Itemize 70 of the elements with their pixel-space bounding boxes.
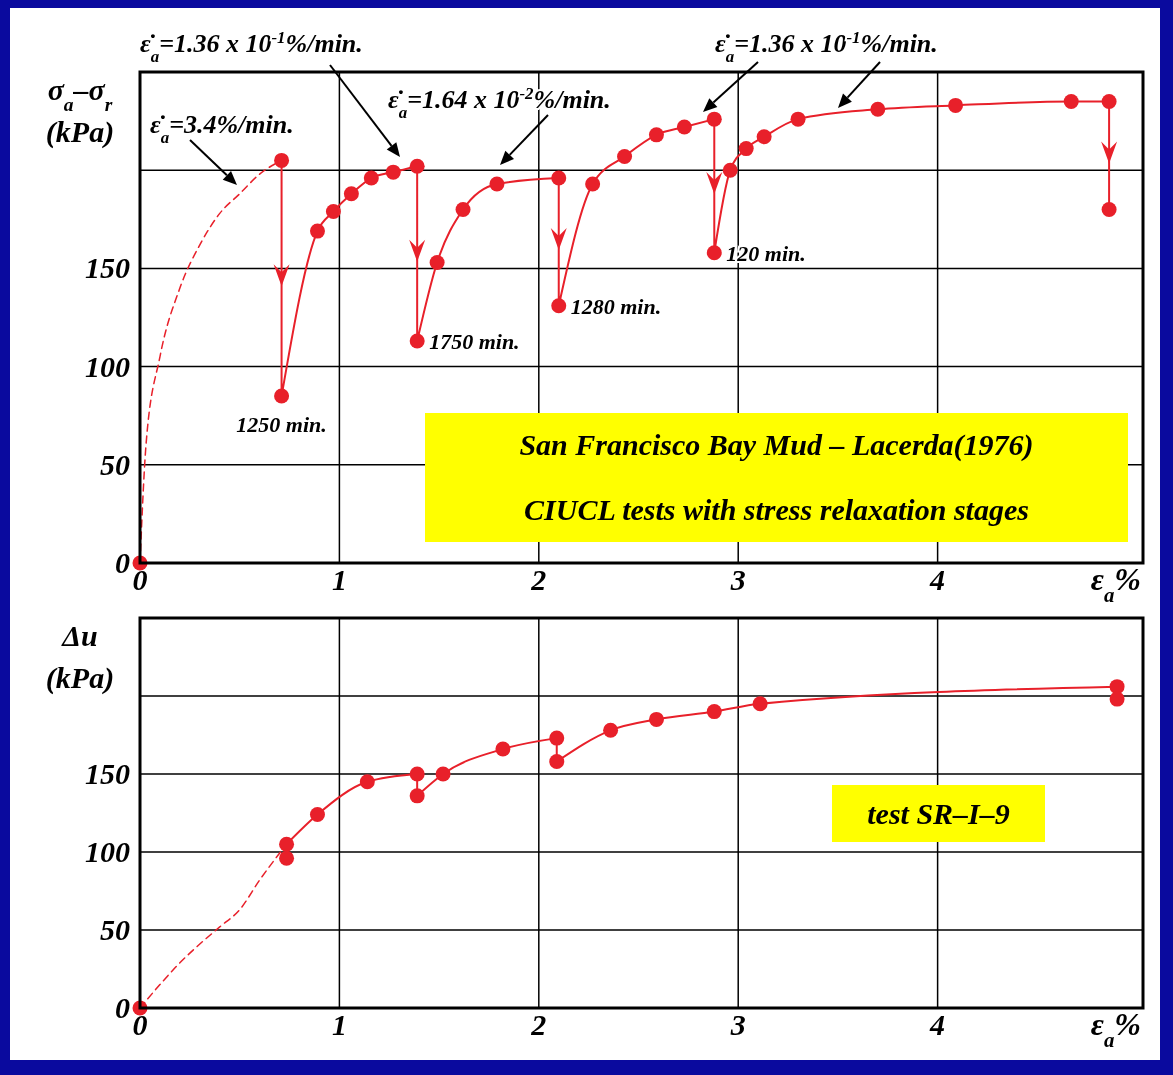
point [617,148,633,164]
x-tick-label: 3 [729,563,746,596]
point [585,176,601,192]
point [756,129,772,145]
point [549,754,565,770]
y-tick-label: 50 [100,447,130,481]
point [429,255,445,271]
annotation: CIUCL tests with stress relaxation stages [524,492,1029,526]
point [363,170,379,186]
point [309,223,325,239]
annotation: San Francisco Bay Mud – Lacerda(1976) [519,428,1034,463]
point [489,176,505,192]
x-tick-label: 1 [331,563,347,596]
annotation: ε̇$_{a}$=3.4%/min. [150,110,294,147]
point [1063,93,1079,109]
annotation: 1280 min. [570,293,662,319]
point [738,141,754,157]
point [1109,691,1125,707]
point [722,162,738,178]
point [279,836,295,852]
y-axis-title: Δu (kPa) [45,619,115,695]
point [551,298,567,314]
point [409,333,425,349]
x-tick-label: 3 [729,1008,746,1041]
point [325,203,341,219]
x-axis-title: ε$_{a}$% [1090,561,1141,606]
y-tick-label: 150 [85,251,130,285]
x-tick-label: 4 [929,563,946,596]
annotation: 1250 min. [236,412,327,438]
point [603,722,619,738]
y-tick-label: 150 [85,757,130,790]
y-tick-label: 100 [85,349,130,383]
point [706,245,722,261]
point [948,97,964,113]
point [409,158,425,174]
point [495,741,511,757]
point [343,186,359,202]
point [648,711,664,727]
point [1109,679,1125,695]
point [648,127,664,143]
point [1101,93,1117,109]
point [706,111,722,127]
point [706,704,722,720]
point [549,730,565,746]
y-tick-label: 100 [85,835,130,868]
x-tick-label: 1 [331,1008,347,1041]
point [676,119,692,135]
x-tick-label: 2 [530,563,547,596]
point [870,101,886,117]
point [309,807,325,823]
annotation: 1750 min. [429,329,520,355]
point [409,766,425,782]
x-tick-label: 4 [929,1008,946,1041]
point [274,152,290,168]
point [435,766,451,782]
point [790,111,806,127]
annotation: test SR–I–9 [867,796,1010,830]
point [752,696,768,712]
y-tick-label: 50 [100,913,130,946]
point [385,164,401,180]
x-tick-label: 2 [530,1008,547,1041]
point [409,788,425,804]
point [1101,201,1117,217]
point [455,201,471,217]
point [274,388,290,404]
x-axis-title: ε$_{a}$% [1090,1006,1141,1051]
y-axis-title: σ$_{a}$–σ$_{r}$ (kPa) [45,73,115,149]
point [359,774,375,790]
point [279,850,295,866]
point [551,170,567,186]
